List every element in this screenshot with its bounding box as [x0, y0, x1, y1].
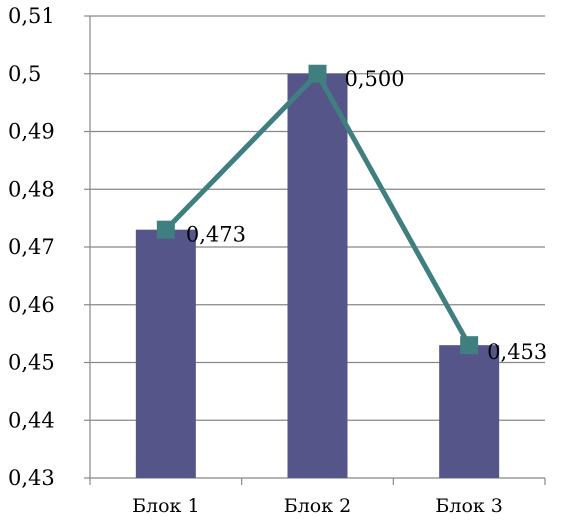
data-labels: 0,473 0,500 0,453: [186, 67, 547, 364]
y-axis-tick-labels: 0,43 0,44 0,45 0,46 0,47 0,48 0,49 0,5 0,51: [8, 4, 55, 490]
y-axis-tick-label: 0,45: [8, 351, 55, 375]
bar: [287, 73, 348, 478]
bar: [439, 345, 500, 478]
line-marker: [156, 220, 175, 239]
x-axis-tick-labels: Блок 1 Блок 2 Блок 3: [132, 495, 503, 517]
y-axis-tick-label: 0,46: [8, 293, 55, 317]
data-label: 0,500: [345, 67, 405, 91]
x-axis-tick-label: Блок 3: [435, 495, 502, 517]
y-axis-tick-label: 0,47: [8, 235, 55, 259]
y-axis-tick-label: 0,5: [8, 62, 41, 86]
y-axis-tick-label: 0,51: [8, 4, 55, 28]
y-axis-tick-label: 0,49: [8, 120, 55, 144]
bar: [135, 229, 196, 478]
y-axis-tick-label: 0,43: [8, 466, 55, 490]
y-axis-tick-label: 0,44: [8, 408, 55, 432]
line-series: [156, 64, 479, 355]
line-marker: [308, 64, 327, 83]
data-label: 0,473: [186, 223, 246, 247]
x-axis-tick-label: Блок 2: [284, 495, 351, 517]
data-label: 0,453: [487, 340, 547, 364]
bar-series: [135, 73, 500, 478]
y-axis-tick-label: 0,48: [8, 177, 55, 201]
line-marker: [460, 336, 479, 355]
x-axis-tick-label: Блок 1: [132, 495, 199, 517]
